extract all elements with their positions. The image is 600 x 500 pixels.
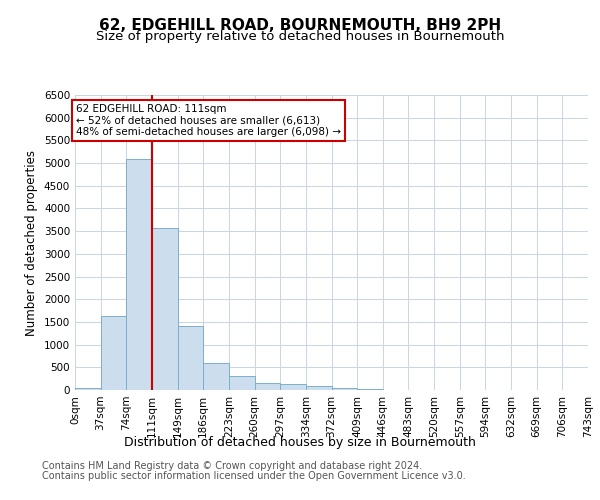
Bar [75, 388, 101, 390]
Text: 62 EDGEHILL ROAD: 111sqm
← 52% of detached houses are smaller (6,613)
48% of sem: 62 EDGEHILL ROAD: 111sqm ← 52% of detach… [76, 104, 341, 138]
Text: Contains HM Land Registry data © Crown copyright and database right 2024.: Contains HM Land Registry data © Crown c… [42, 461, 422, 471]
Bar [127, 160, 152, 390]
Bar [152, 228, 178, 390]
Bar [229, 376, 254, 390]
Bar [357, 388, 383, 390]
Bar [280, 384, 306, 390]
Text: Size of property relative to detached houses in Bournemouth: Size of property relative to detached ho… [96, 30, 504, 43]
Bar [331, 388, 357, 390]
Bar [178, 326, 203, 390]
Text: Contains public sector information licensed under the Open Government Licence v3: Contains public sector information licen… [42, 471, 466, 481]
Bar [306, 386, 331, 390]
Bar [101, 316, 127, 390]
Text: Distribution of detached houses by size in Bournemouth: Distribution of detached houses by size … [124, 436, 476, 449]
Bar [203, 363, 229, 390]
Bar [254, 382, 280, 390]
Text: 62, EDGEHILL ROAD, BOURNEMOUTH, BH9 2PH: 62, EDGEHILL ROAD, BOURNEMOUTH, BH9 2PH [99, 18, 501, 32]
Y-axis label: Number of detached properties: Number of detached properties [25, 150, 38, 336]
